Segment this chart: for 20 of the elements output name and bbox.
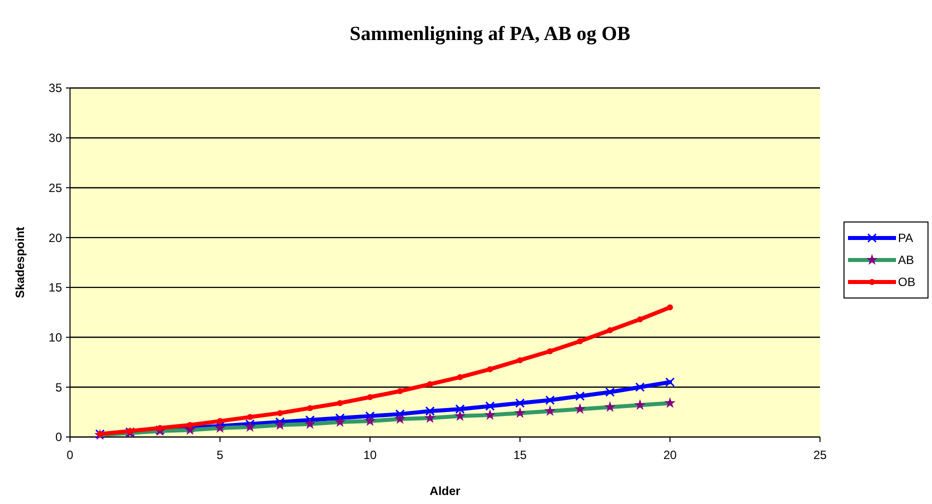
- y-tick-label: 20: [48, 230, 62, 245]
- x-tick-label: 5: [216, 448, 224, 462]
- chart-title: Sammenligning af PA, AB og OB: [350, 23, 630, 45]
- y-tick-label: 15: [48, 280, 62, 295]
- y-axis-title: Skadespoint: [13, 226, 27, 298]
- x-tick-label: 15: [513, 448, 527, 462]
- x-axis-title: Alder: [430, 484, 461, 498]
- y-tick-label: 30: [48, 131, 62, 146]
- y-tick-label: 10: [48, 330, 62, 344]
- x-tick-label: 0: [66, 448, 74, 462]
- x-tick-label: 25: [813, 448, 827, 462]
- legend-label: OB: [898, 275, 916, 290]
- legend-label: PA: [898, 231, 914, 246]
- y-tick-label: 35: [48, 81, 62, 96]
- x-tick-label: 10: [363, 448, 377, 462]
- y-tick-label: 25: [48, 180, 62, 195]
- legend-label: AB: [898, 253, 914, 268]
- x-tick-label: 20: [663, 448, 677, 462]
- y-tick-label: 0: [55, 430, 62, 444]
- y-tick-label: 5: [55, 380, 62, 394]
